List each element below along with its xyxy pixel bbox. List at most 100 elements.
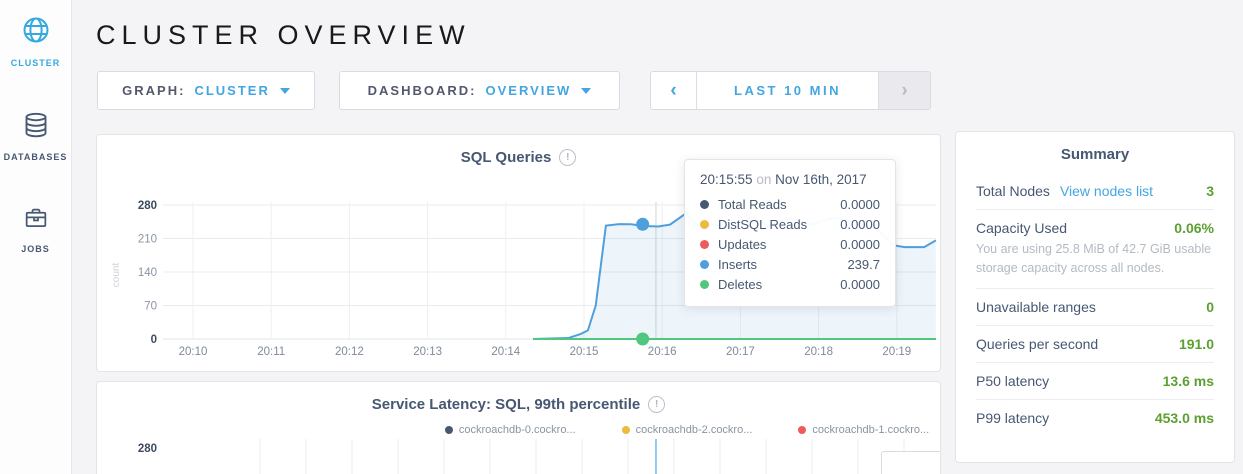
info-icon[interactable]: !	[648, 396, 666, 413]
time-range-prev-button[interactable]: ‹	[651, 72, 697, 109]
dashboard-dropdown-label: DASHBOARD:	[367, 83, 477, 98]
svg-text:count: count	[111, 263, 122, 288]
tooltip-row: Deletes 0.0000	[700, 274, 880, 294]
series-dot-icon	[700, 199, 709, 209]
tooltip-series-value: 0.0000	[840, 216, 880, 232]
summary-value: 453.0 ms	[1154, 409, 1214, 426]
series-dot-icon	[700, 259, 709, 269]
svg-text:20:11: 20:11	[257, 346, 285, 358]
service-latency-chart[interactable]: 280	[97, 437, 941, 474]
svg-text:20:13: 20:13	[413, 346, 442, 358]
summary-label: Unavailable ranges	[976, 298, 1096, 315]
tooltip-series-value: 239.7	[847, 256, 880, 272]
briefcase-icon	[22, 204, 50, 237]
legend-item[interactable]: cockroachdb-0.cockro...	[444, 424, 576, 436]
svg-text:20:16: 20:16	[648, 346, 677, 358]
globe-icon	[20, 14, 52, 51]
svg-text:20:17: 20:17	[726, 346, 755, 358]
chart-title: Service Latency: SQL, 99th percentile	[371, 396, 641, 413]
svg-text:20:19: 20:19	[882, 346, 911, 358]
database-icon	[21, 110, 51, 145]
dashboard-dropdown[interactable]: DASHBOARD: OVERVIEW	[339, 71, 620, 110]
tooltip-series-label: Total Reads	[718, 196, 787, 212]
svg-text:70: 70	[144, 301, 157, 313]
svg-text:20:15: 20:15	[570, 346, 599, 358]
svg-text:140: 140	[138, 267, 157, 279]
sidebar-item-jobs[interactable]: JOBS	[0, 204, 71, 254]
graph-dropdown[interactable]: GRAPH: CLUSTER	[97, 71, 315, 110]
summary-value: 191.0	[1178, 335, 1214, 352]
sidebar-item-cluster[interactable]: CLUSTER	[0, 14, 71, 68]
view-nodes-list-link[interactable]: View nodes list	[1059, 183, 1154, 199]
summary-label: Total Nodes	[976, 183, 1050, 199]
summary-caption: You are using 25.8 MiB of 42.7 GiB usabl…	[976, 242, 1212, 275]
legend-item[interactable]: cockroachdb-1.cockro...	[798, 424, 929, 436]
legend-item[interactable]: cockroachdb-2.cockro...	[621, 424, 753, 436]
service-latency-chart-panel: Service Latency: SQL, 99th percentile ! …	[96, 381, 941, 474]
chart-legend: cockroachdb-0.cockro... cockroachdb-2.coc…	[444, 424, 929, 436]
series-dot-icon	[700, 279, 709, 289]
summary-row: P99 latency 453.0 ms	[976, 398, 1214, 436]
summary-row: Queries per second 191.0	[976, 324, 1214, 362]
summary-value: 13.6 ms	[1162, 372, 1214, 389]
page-title: CLUSTER OVERVIEW	[96, 20, 471, 50]
summary-value: 3	[1206, 183, 1214, 199]
summary-row: P50 latency 13.6 ms	[976, 361, 1214, 399]
chevron-right-icon: ›	[901, 79, 908, 101]
sidebar-item-label: JOBS	[21, 244, 50, 254]
chevron-down-icon	[279, 87, 290, 94]
chevron-left-icon: ‹	[670, 79, 677, 101]
chart-title: SQL Queries	[460, 149, 552, 166]
series-dot-icon	[621, 426, 630, 434]
legend-label: cockroachdb-0.cockro...	[458, 424, 576, 436]
tooltip-series-label: Updates	[718, 236, 767, 252]
summary-value: 0	[1206, 298, 1214, 315]
series-dot-icon	[700, 239, 709, 249]
svg-text:280: 280	[138, 200, 157, 212]
time-range-selector: ‹ LAST 10 MIN ›	[650, 71, 931, 110]
summary-row: Capacity Used 0.06% You are using 25.8 MiB…	[976, 209, 1214, 288]
tooltip-series-value: 0.0000	[840, 196, 880, 212]
svg-text:20:12: 20:12	[335, 346, 364, 358]
tooltip-series-label: Deletes	[718, 276, 763, 292]
sidebar-item-label: DATABASES	[3, 152, 68, 162]
tooltip-row: Total Reads 0.0000	[700, 194, 880, 214]
svg-text:210: 210	[138, 234, 157, 246]
time-range-display[interactable]: LAST 10 MIN	[697, 72, 878, 109]
svg-text:20:10: 20:10	[179, 346, 208, 358]
tooltip-series-label: Inserts	[718, 256, 758, 272]
summary-panel: Summary Total Nodes View nodes list 3 Capac…	[955, 131, 1235, 463]
summary-value: 0.06%	[1174, 220, 1214, 236]
info-icon[interactable]: !	[559, 149, 577, 166]
series-dot-icon	[700, 219, 709, 229]
legend-label: cockroachdb-1.cockro...	[812, 424, 930, 436]
sidebar-item-databases[interactable]: DATABASES	[0, 110, 71, 162]
tooltip-row: DistSQL Reads 0.0000	[700, 214, 880, 234]
series-dot-icon	[444, 426, 453, 434]
chart2-hover-tooltip	[881, 451, 940, 474]
tooltip-row: Updates 0.0000	[700, 234, 880, 254]
dashboard-dropdown-value: OVERVIEW	[485, 83, 572, 98]
tooltip-series-value: 0.0000	[840, 236, 880, 252]
chevron-down-icon	[581, 87, 592, 94]
summary-label: P50 latency	[976, 372, 1050, 389]
svg-text:20:14: 20:14	[491, 346, 520, 358]
tooltip-timestamp: 20:15:55 on Nov 16th, 2017	[700, 172, 867, 187]
time-range-label: LAST 10 MIN	[734, 83, 841, 98]
legend-label: cockroachdb-2.cockro...	[635, 424, 753, 436]
time-range-next-button[interactable]: ›	[878, 72, 930, 109]
tooltip-row: Inserts 239.7	[700, 254, 880, 274]
summary-label: P99 latency	[976, 409, 1050, 426]
sql-queries-chart-panel: SQL Queries ! 20:10 20:11 20:12 20:13 20:14 2…	[96, 134, 941, 372]
svg-text:0: 0	[151, 334, 157, 346]
sidebar: CLUSTER DATABASES	[0, 0, 72, 474]
chart-hover-tooltip: 20:15:55 on Nov 16th, 2017 Total Reads 0.…	[684, 159, 896, 307]
summary-title: Summary	[1060, 146, 1130, 163]
graph-dropdown-label: GRAPH:	[122, 83, 186, 98]
sidebar-item-label: CLUSTER	[10, 58, 61, 68]
summary-label: Capacity Used	[976, 220, 1068, 236]
summary-row: Total Nodes View nodes list 3	[976, 173, 1214, 209]
graph-dropdown-value: CLUSTER	[194, 83, 270, 98]
series-dot-icon	[798, 426, 807, 434]
